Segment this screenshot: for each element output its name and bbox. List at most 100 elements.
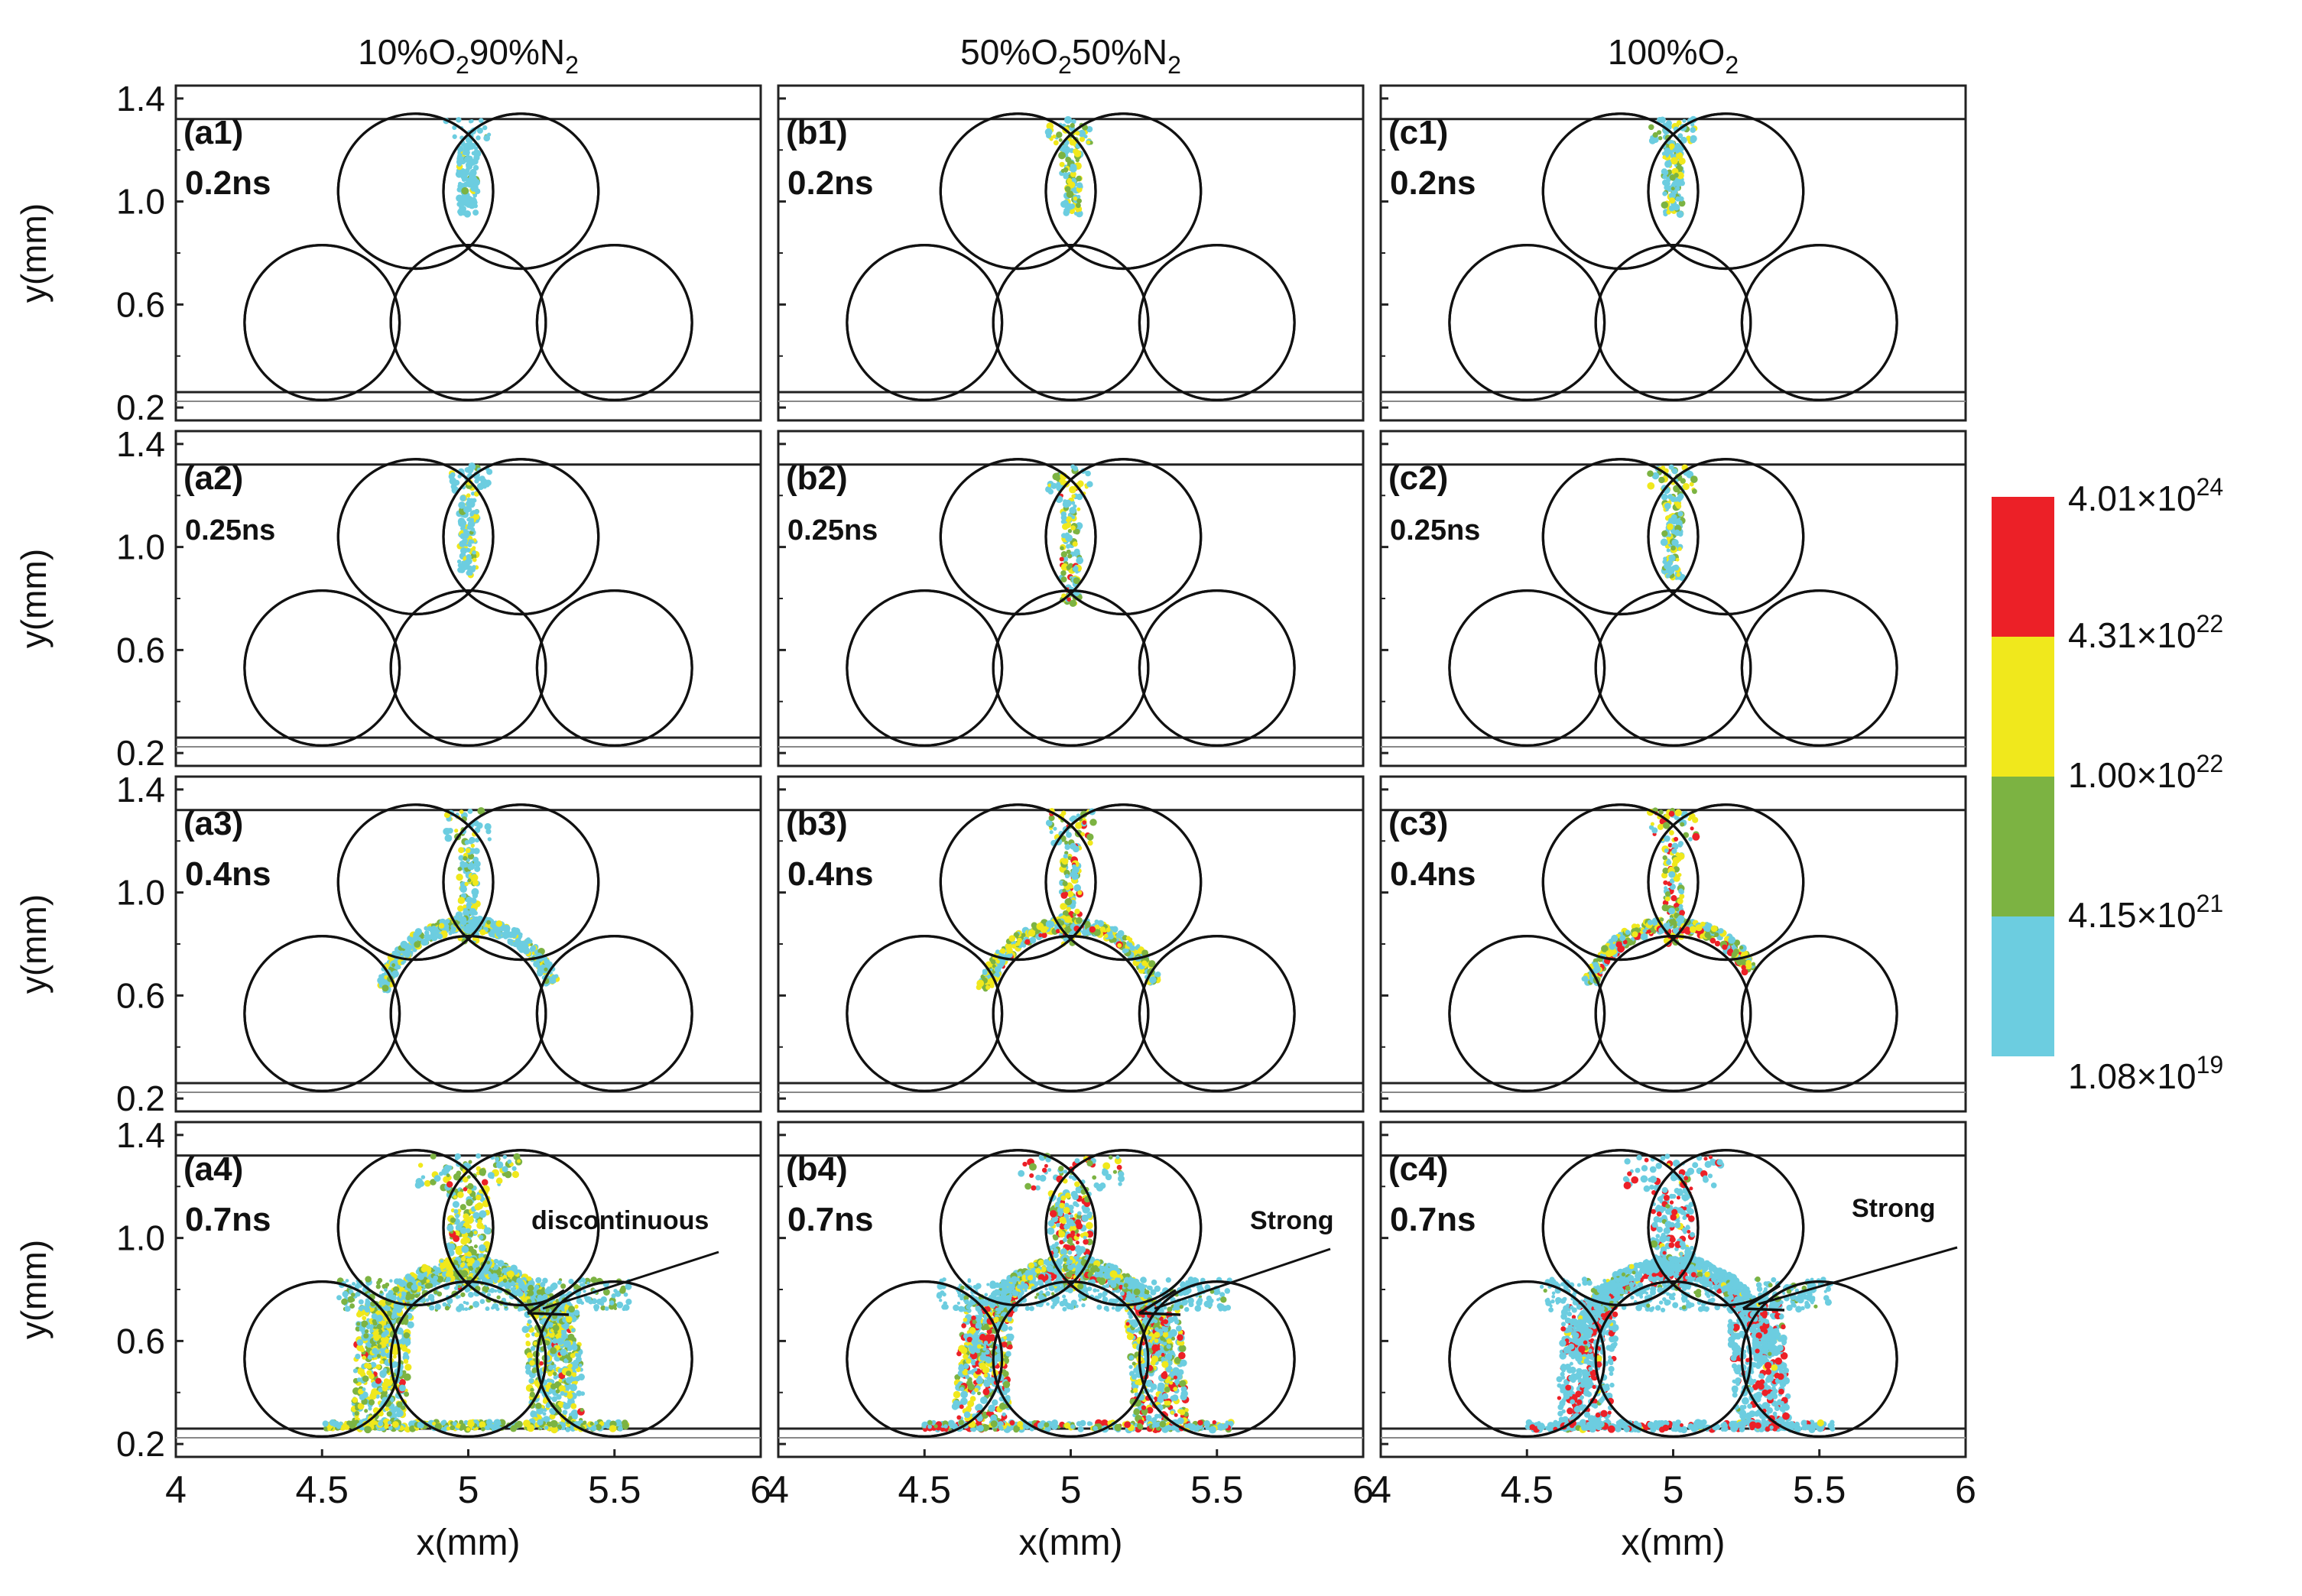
density-speckle [1122, 948, 1128, 954]
density-speckle [1651, 472, 1660, 480]
density-speckle [573, 1359, 580, 1366]
density-speckle [404, 951, 411, 959]
density-speckle [1669, 143, 1675, 149]
dielectric-particle-outline [846, 589, 1004, 747]
density-speckle [570, 1328, 576, 1333]
dielectric-particle-outline [1594, 244, 1752, 401]
density-speckle [450, 1217, 456, 1223]
density-speckle [1073, 566, 1079, 572]
density-speckle [1658, 476, 1665, 484]
density-speckle [484, 822, 492, 831]
density-speckle [466, 500, 472, 508]
density-speckle [401, 1345, 407, 1352]
density-speckle [462, 170, 469, 177]
density-speckle [578, 1363, 583, 1367]
density-speckle [426, 1279, 430, 1283]
density-speckle [473, 860, 481, 868]
density-speckle [1047, 483, 1052, 488]
density-speckle [459, 1204, 466, 1211]
density-speckle [430, 1153, 437, 1160]
density-speckle [554, 974, 559, 978]
density-speckle [1611, 934, 1619, 942]
density-speckle [377, 1344, 382, 1349]
density-speckle [1651, 827, 1658, 834]
density-speckle [404, 1321, 408, 1325]
density-speckle [474, 478, 479, 484]
density-speckle [433, 1175, 441, 1182]
density-speckle [461, 539, 468, 545]
density-speckle [1675, 186, 1680, 191]
dielectric-particle-outline [1044, 458, 1203, 616]
density-speckle [1063, 174, 1069, 180]
density-speckle [1678, 200, 1686, 207]
discharge-density [448, 462, 493, 579]
density-speckle [1076, 507, 1081, 511]
density-speckle [1632, 931, 1638, 938]
density-speckle [1056, 131, 1063, 138]
density-speckle [1660, 538, 1668, 547]
density-speckle [560, 1348, 567, 1356]
panel-a2: 1.41.00.60.2y(mm)(a2)0.25ns [14, 424, 762, 773]
density-speckle [1060, 570, 1067, 576]
density-speckle [479, 929, 486, 936]
density-speckle [373, 1335, 380, 1341]
density-speckle [362, 1375, 369, 1383]
y-tick-label: 1.4 [116, 770, 165, 809]
density-speckle [473, 200, 478, 205]
density-speckle [474, 865, 481, 872]
y-tick-label: 1.0 [116, 873, 165, 913]
density-speckle [1670, 514, 1677, 521]
density-speckle [515, 938, 521, 945]
density-speckle [1062, 888, 1067, 893]
density-speckle [459, 495, 466, 501]
density-speckle [1680, 136, 1687, 144]
density-speckle [468, 570, 473, 576]
density-speckle [1085, 470, 1091, 477]
density-speckle [1115, 933, 1122, 939]
density-speckle [1083, 135, 1088, 139]
density-speckle [1103, 933, 1109, 939]
density-speckle [1669, 192, 1676, 200]
density-speckle [461, 187, 469, 195]
density-speckle [1690, 127, 1696, 133]
density-speckle [1076, 186, 1083, 193]
density-speckle [463, 904, 467, 909]
density-speckle [412, 935, 419, 942]
density-speckle [461, 1245, 469, 1254]
density-speckle [404, 1364, 412, 1371]
density-speckle [466, 557, 472, 565]
density-speckle [1016, 941, 1021, 946]
density-speckle [1052, 134, 1057, 139]
density-speckle [391, 963, 396, 968]
density-speckle [1049, 830, 1054, 835]
density-speckle [458, 855, 464, 861]
density-speckle [495, 920, 503, 927]
density-speckle [495, 1276, 500, 1281]
density-speckle [565, 1371, 572, 1377]
density-speckle [1690, 475, 1698, 483]
density-speckle [1666, 181, 1670, 186]
panel-a1: 1.41.00.60.2y(mm)(a1)0.2ns [14, 79, 762, 427]
density-speckle [474, 491, 479, 497]
density-speckle [460, 1238, 468, 1245]
density-speckle [465, 848, 471, 854]
density-speckle [1650, 822, 1654, 826]
density-speckle [452, 125, 457, 131]
density-speckle [1752, 962, 1756, 966]
density-speckle [473, 1231, 478, 1234]
density-speckle [1648, 137, 1657, 144]
density-speckle [486, 920, 492, 925]
density-speckle [403, 1358, 409, 1364]
density-speckle [477, 1218, 482, 1224]
density-speckle [1690, 826, 1694, 831]
dielectric-particle-outline [336, 112, 495, 271]
density-speckle [463, 528, 469, 534]
density-speckle [472, 209, 479, 216]
density-speckle [456, 161, 463, 167]
density-speckle [459, 860, 466, 867]
density-speckle [1053, 140, 1059, 146]
density-speckle [1011, 943, 1017, 949]
density-speckle [472, 557, 477, 563]
density-speckle [476, 1194, 482, 1201]
discharge-density [1045, 464, 1093, 607]
